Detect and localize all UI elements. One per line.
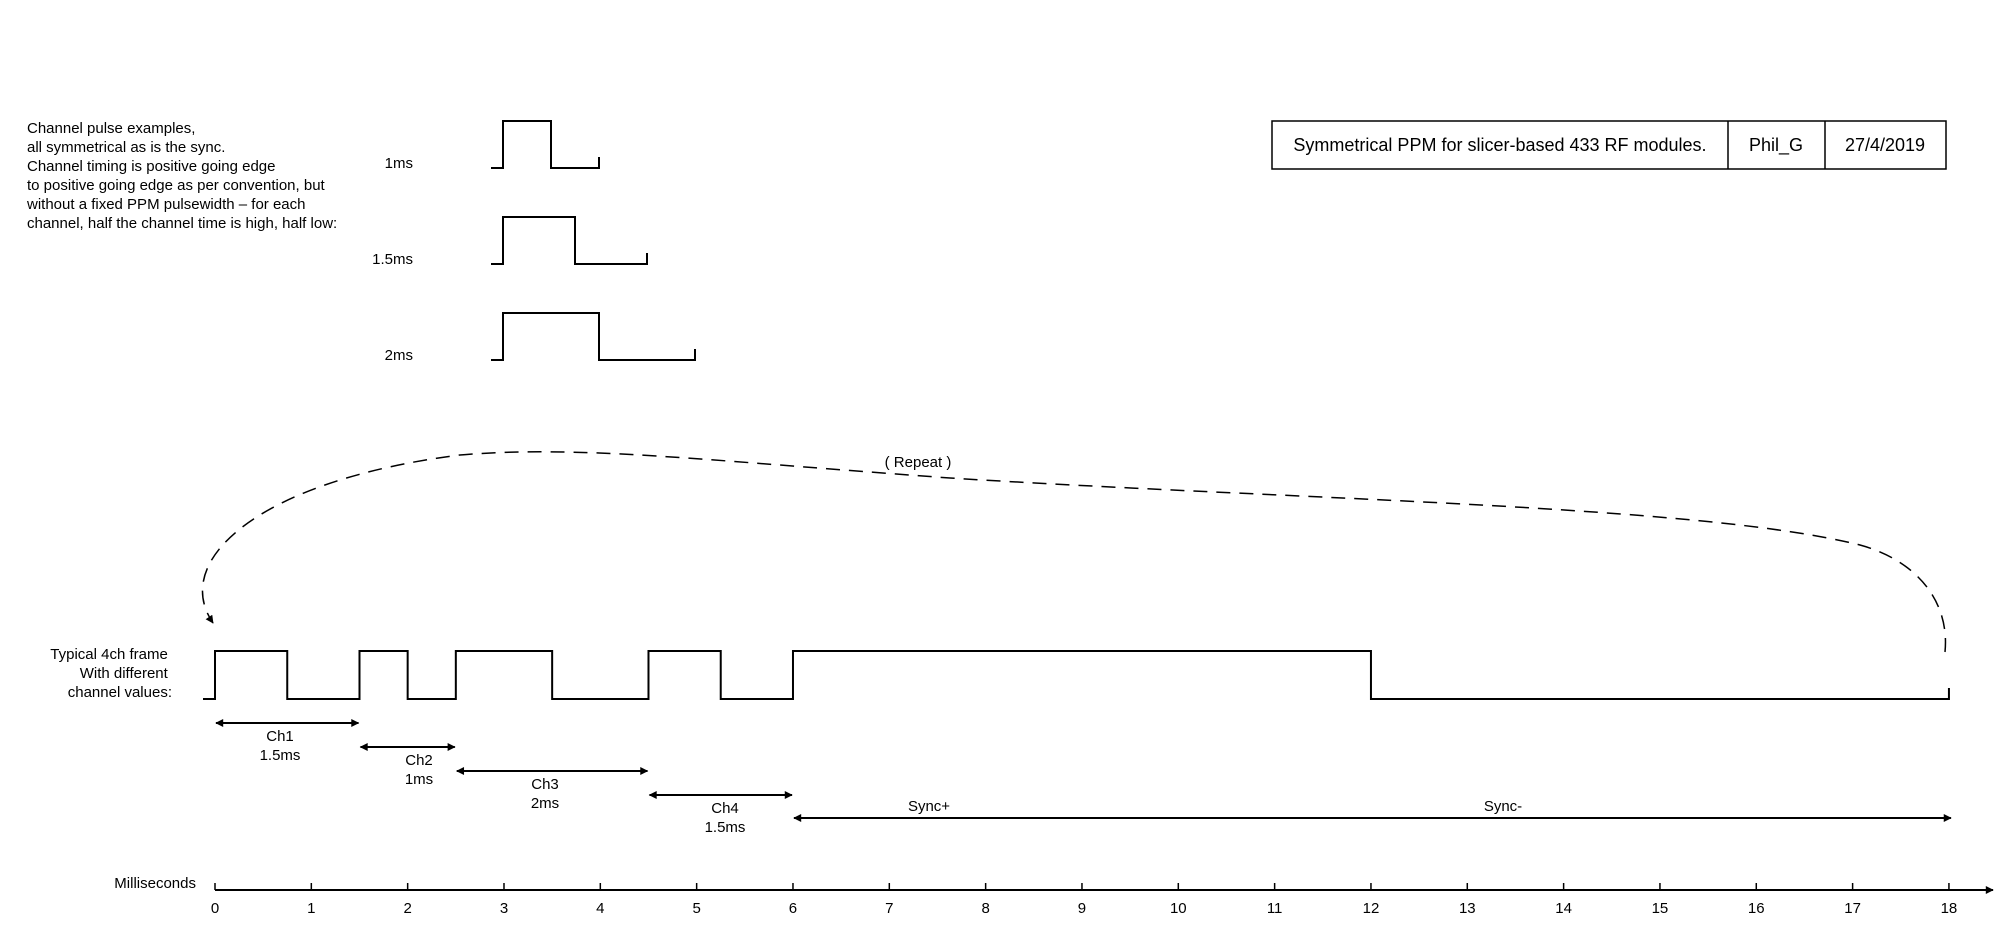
axis-tick-label: 2 <box>403 900 411 917</box>
axis-tick-label: 9 <box>1078 900 1086 917</box>
axis-tick-label: 3 <box>500 900 508 917</box>
author-text: Phil_G <box>1749 135 1803 156</box>
ch4-value: 1.5ms <box>705 819 746 836</box>
intro-line: to positive going edge as per convention… <box>27 177 326 194</box>
date-text: 27/4/2019 <box>1845 135 1925 155</box>
ch2-value: 1ms <box>405 771 433 788</box>
axis-tick-label: 1 <box>307 900 315 917</box>
intro-line: Channel timing is positive going edge <box>27 158 276 175</box>
ch3-name: Ch3 <box>531 776 559 793</box>
title-text: Symmetrical PPM for slicer-based 433 RF … <box>1293 135 1706 155</box>
axis-tick-label: 0 <box>211 900 219 917</box>
axis-tick-label: 17 <box>1844 900 1861 917</box>
ch2-name: Ch2 <box>405 752 433 769</box>
axis-tick-label: 10 <box>1170 900 1187 917</box>
axis-tick-label: 14 <box>1555 900 1572 917</box>
frame-label: Typical 4ch frame With different channel… <box>50 646 172 701</box>
intro-text: Channel pulse examples, all symmetrical … <box>26 120 337 232</box>
axis-tick-label: 7 <box>885 900 893 917</box>
example-label-1ms: 1ms <box>385 155 413 172</box>
example-label-2ms: 2ms <box>385 347 413 364</box>
example-pulse-2ms <box>491 312 696 361</box>
ch1-value: 1.5ms <box>260 747 301 764</box>
ch3-value: 2ms <box>531 795 559 812</box>
frame-label-line: With different <box>80 665 169 682</box>
intro-line: without a fixed PPM pulsewidth – for eac… <box>26 196 305 213</box>
axis-tick-label: 4 <box>596 900 604 917</box>
example-label-1-5ms: 1.5ms <box>372 251 413 268</box>
axis-tick-label: 12 <box>1363 900 1380 917</box>
repeat-label: ( Repeat ) <box>885 454 952 471</box>
frame-label-line: channel values: <box>68 684 172 701</box>
intro-line: Channel pulse examples, <box>27 120 195 137</box>
axis-ticks: 0 1 2 3 4 5 6 7 8 9 10 11 12 13 14 15 16 17 18 <box>211 883 1957 917</box>
axis-tick-label: 18 <box>1941 900 1958 917</box>
sync-minus-label: Sync- <box>1484 798 1522 815</box>
frame-label-line: Typical 4ch frame <box>50 646 168 663</box>
axis-tick-label: 8 <box>981 900 989 917</box>
example-pulse-1ms <box>491 120 600 169</box>
example-pulse-1-5ms <box>491 216 648 265</box>
ch4-name: Ch4 <box>711 800 739 817</box>
intro-line: all symmetrical as is the sync. <box>27 139 225 156</box>
ch1-name: Ch1 <box>266 728 294 745</box>
axis-tick-label: 5 <box>692 900 700 917</box>
frame-waveform <box>203 650 1950 700</box>
axis-tick-label: 11 <box>1267 900 1283 917</box>
axis-tick-label: 6 <box>789 900 797 917</box>
title-block: Symmetrical PPM for slicer-based 433 RF … <box>1271 120 1947 170</box>
intro-line: channel, half the channel time is high, … <box>27 215 337 232</box>
axis-tick-label: 13 <box>1459 900 1476 917</box>
axis-tick-label: 16 <box>1748 900 1765 917</box>
sync-plus-label: Sync+ <box>908 798 950 815</box>
repeat-arrow <box>201 451 1947 653</box>
axis-label: Milliseconds <box>114 875 196 892</box>
axis-tick-label: 15 <box>1652 900 1669 917</box>
